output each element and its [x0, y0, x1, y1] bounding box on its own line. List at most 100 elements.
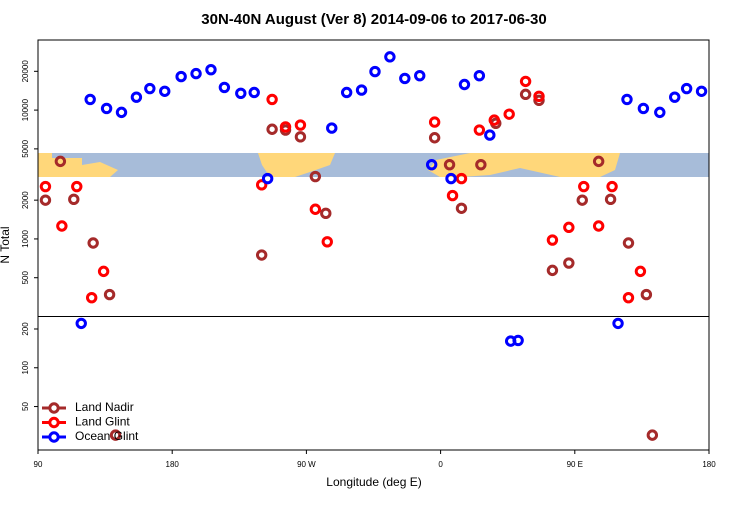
point	[115, 106, 128, 119]
point	[680, 82, 693, 95]
point	[443, 158, 456, 171]
point	[266, 93, 278, 106]
point	[248, 86, 260, 99]
point	[261, 172, 274, 185]
point	[695, 85, 708, 97]
point	[634, 265, 647, 278]
point	[455, 202, 468, 214]
point	[458, 78, 471, 91]
point	[488, 114, 500, 126]
point	[384, 51, 396, 63]
point	[592, 155, 605, 168]
legend-label: Land Glint	[75, 415, 130, 429]
point	[159, 85, 171, 97]
point	[39, 194, 52, 206]
point	[87, 237, 99, 249]
legend-label: Ocean Glint	[75, 429, 139, 443]
point	[84, 93, 96, 106]
x-tick-label: 180	[166, 460, 180, 469]
point	[546, 264, 559, 277]
point	[622, 291, 635, 304]
point	[669, 91, 681, 103]
point	[533, 90, 545, 102]
x-tick-label: 90 E	[567, 460, 583, 469]
point	[369, 65, 381, 78]
point	[446, 189, 459, 202]
point	[144, 82, 156, 95]
point	[563, 221, 575, 234]
chart-title: 30N-40N August (Ver 8) 2014-09-06 to 201…	[201, 11, 546, 28]
point	[355, 84, 368, 96]
point	[103, 288, 116, 301]
y-tick-label: 50	[21, 402, 30, 411]
point	[130, 91, 143, 103]
plot-frame	[37, 39, 710, 451]
point	[455, 172, 468, 185]
point	[621, 93, 633, 106]
point	[606, 180, 618, 193]
point	[612, 317, 624, 330]
legend-swatch	[48, 402, 60, 414]
y-axis-label: N Total	[0, 226, 12, 263]
point	[255, 179, 268, 191]
point	[39, 180, 52, 193]
legend-swatch	[48, 431, 60, 443]
point	[75, 317, 87, 330]
point	[309, 203, 322, 215]
y-tick-label: 10000	[21, 98, 30, 121]
x-axis-label: Longitude (deg E)	[326, 475, 421, 489]
point	[190, 67, 202, 80]
point	[266, 123, 278, 135]
point	[592, 220, 605, 232]
y-tick-label: 200	[21, 322, 30, 336]
point	[205, 63, 217, 76]
y-tick-label: 100	[21, 361, 30, 375]
point	[399, 72, 411, 85]
point	[309, 170, 322, 183]
point	[576, 194, 588, 206]
point	[71, 180, 83, 193]
x-tick-label: 180	[702, 460, 716, 469]
point	[533, 94, 545, 107]
point	[235, 87, 247, 100]
map-land	[38, 153, 620, 177]
point	[428, 116, 441, 128]
point	[294, 119, 307, 131]
x-tick-label: 90	[34, 460, 43, 469]
point	[473, 69, 486, 82]
point	[428, 132, 441, 144]
point	[320, 207, 332, 220]
point	[321, 236, 333, 248]
point	[546, 234, 559, 246]
y-tick-label: 1000	[21, 229, 30, 247]
point	[519, 88, 532, 101]
point	[654, 106, 666, 119]
point	[425, 158, 438, 171]
point	[622, 237, 635, 249]
y-tick-label: 2000	[21, 191, 30, 209]
y-tick-label: 20000	[21, 60, 30, 83]
point	[255, 249, 268, 261]
point	[578, 180, 590, 193]
legend-label: Land Nadir	[75, 400, 134, 414]
point	[414, 69, 426, 82]
x-tick-label: 0	[438, 460, 443, 469]
point	[604, 193, 617, 206]
point	[279, 121, 292, 133]
point	[175, 70, 187, 83]
point	[97, 265, 110, 278]
point	[109, 429, 122, 441]
point	[68, 193, 80, 206]
point	[637, 102, 650, 115]
point	[503, 108, 515, 120]
point	[445, 172, 457, 185]
point	[475, 158, 487, 171]
point	[56, 220, 68, 232]
point	[218, 81, 231, 94]
point	[85, 291, 98, 304]
y-tick-label: 5000	[21, 139, 30, 157]
point	[646, 429, 659, 441]
point	[484, 129, 496, 141]
